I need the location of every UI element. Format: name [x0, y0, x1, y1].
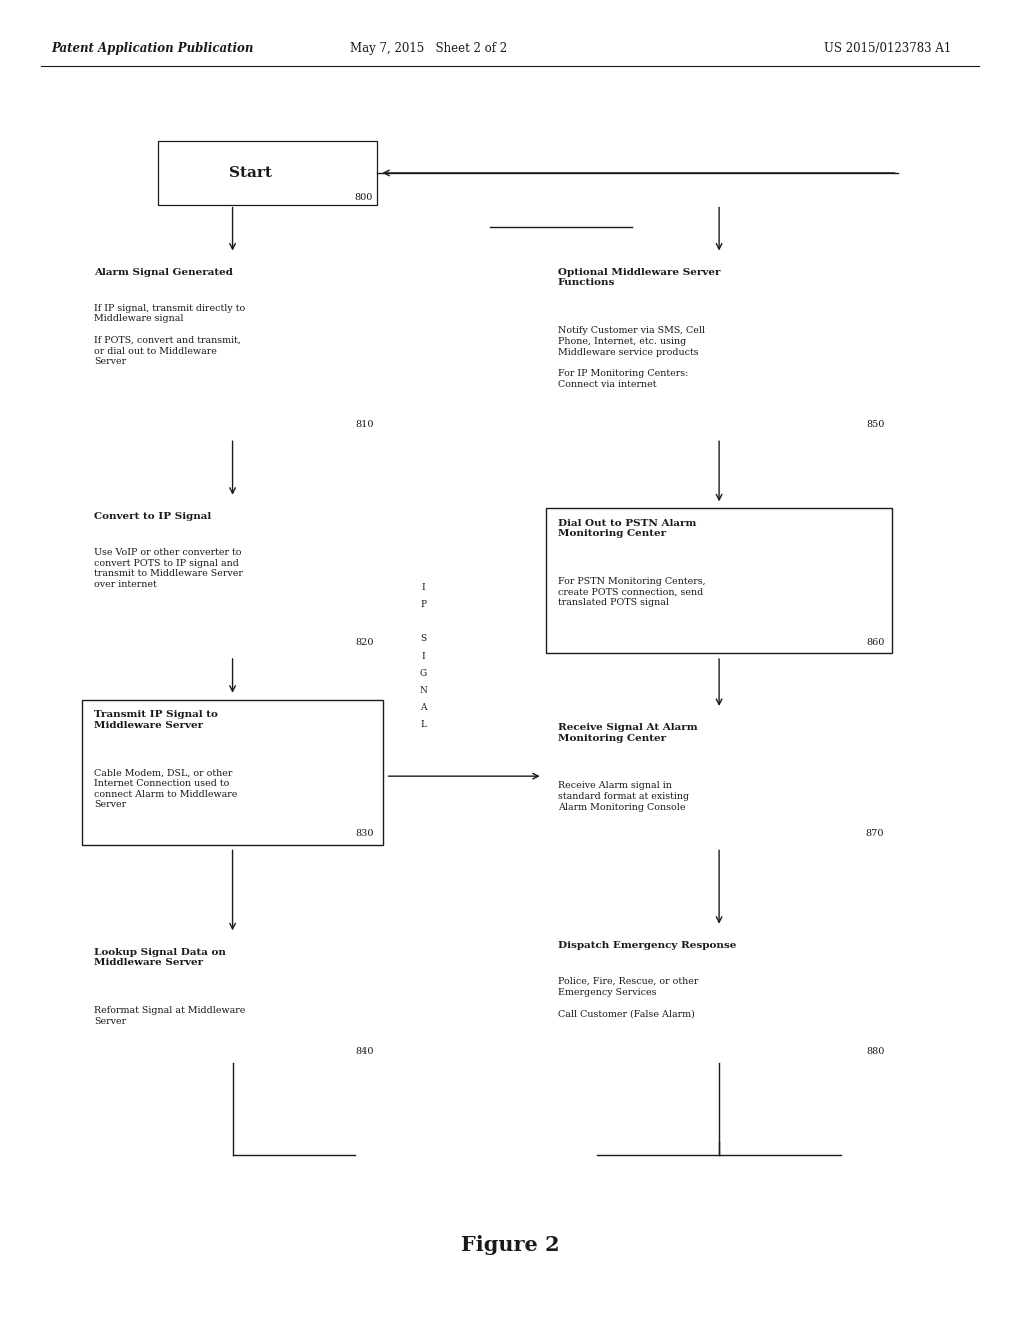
Text: Start: Start — [228, 166, 271, 180]
Text: Lookup Signal Data on
Middleware Server: Lookup Signal Data on Middleware Server — [94, 948, 225, 968]
Text: Alarm Signal Generated: Alarm Signal Generated — [94, 268, 232, 277]
Text: Receive Signal At Alarm
Monitoring Center: Receive Signal At Alarm Monitoring Cente… — [557, 723, 697, 743]
Text: Use VoIP or other converter to
convert POTS to IP signal and
transmit to Middlew: Use VoIP or other converter to convert P… — [94, 548, 243, 589]
Text: Patent Application Publication: Patent Application Publication — [51, 42, 253, 55]
Text: 800: 800 — [354, 193, 372, 202]
Text: 840: 840 — [356, 1047, 374, 1056]
Text: G: G — [419, 669, 427, 677]
Text: Notify Customer via SMS, Cell
Phone, Internet, etc. using
Middleware service pro: Notify Customer via SMS, Cell Phone, Int… — [557, 326, 704, 389]
Text: L: L — [420, 721, 426, 729]
Text: If IP signal, transmit directly to
Middleware signal

If POTS, convert and trans: If IP signal, transmit directly to Middl… — [94, 304, 245, 367]
Text: May 7, 2015   Sheet 2 of 2: May 7, 2015 Sheet 2 of 2 — [350, 42, 506, 55]
Text: 880: 880 — [865, 1047, 883, 1056]
Text: Cable Modem, DSL, or other
Internet Connection used to
connect Alarm to Middlewa: Cable Modem, DSL, or other Internet Conn… — [94, 768, 237, 809]
Text: Optional Middleware Server
Functions: Optional Middleware Server Functions — [557, 268, 719, 288]
Text: I: I — [421, 652, 425, 660]
Bar — [158, 141, 377, 205]
Text: 870: 870 — [865, 829, 883, 838]
Text: I: I — [421, 583, 425, 591]
Text: Receive Alarm signal in
standard format at existing
Alarm Monitoring Console: Receive Alarm signal in standard format … — [557, 781, 689, 812]
Bar — [82, 700, 382, 845]
Text: Dispatch Emergency Response: Dispatch Emergency Response — [557, 941, 736, 950]
Text: Police, Fire, Rescue, or other
Emergency Services

Call Customer (False Alarm): Police, Fire, Rescue, or other Emergency… — [557, 977, 698, 1018]
Text: N: N — [419, 686, 427, 694]
Text: Convert to IP Signal: Convert to IP Signal — [94, 512, 211, 521]
Text: Reformat Signal at Middleware
Server: Reformat Signal at Middleware Server — [94, 1006, 245, 1026]
Text: S: S — [420, 635, 426, 643]
Text: P: P — [420, 601, 426, 609]
Text: For PSTN Monitoring Centers,
create POTS connection, send
translated POTS signal: For PSTN Monitoring Centers, create POTS… — [557, 577, 705, 607]
Text: Figure 2: Figure 2 — [461, 1234, 558, 1255]
Text: 810: 810 — [356, 420, 374, 429]
Text: Dial Out to PSTN Alarm
Monitoring Center: Dial Out to PSTN Alarm Monitoring Center — [557, 519, 696, 539]
Text: Transmit IP Signal to
Middleware Server: Transmit IP Signal to Middleware Server — [94, 710, 217, 730]
Bar — [545, 508, 892, 653]
Text: US 2015/0123783 A1: US 2015/0123783 A1 — [823, 42, 950, 55]
Text: A: A — [420, 704, 426, 711]
Text: 850: 850 — [865, 420, 883, 429]
Text: 820: 820 — [356, 638, 374, 647]
Text: 830: 830 — [356, 829, 374, 838]
Text: 860: 860 — [865, 638, 883, 647]
